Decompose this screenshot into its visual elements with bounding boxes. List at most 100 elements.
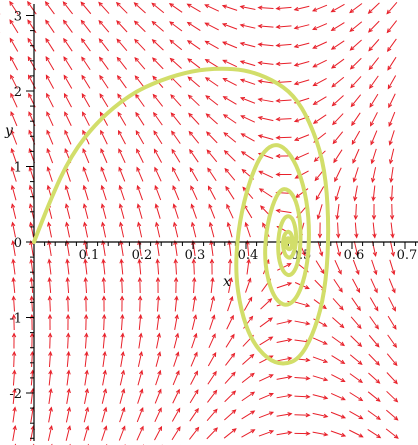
field-arrow [277, 263, 292, 271]
field-arrow [10, 111, 18, 127]
field-arrow [137, 276, 143, 294]
field-arrow [312, 41, 328, 49]
field-arrow [27, 0, 37, 15]
field-arrow [331, 95, 344, 107]
field-arrow [221, 4, 238, 11]
field-arrow [45, 37, 55, 52]
field-arrow [209, 239, 214, 256]
field-arrow [10, 92, 18, 108]
field-arrow [368, 353, 381, 366]
field-arrow [137, 295, 143, 312]
field-arrow [83, 258, 88, 275]
field-arrow [332, 317, 345, 329]
field-arrow [156, 332, 161, 349]
field-arrow [294, 376, 311, 381]
field-arrow [349, 57, 362, 70]
vector-field [0, 0, 399, 445]
field-arrow [258, 188, 273, 198]
field-arrow [209, 258, 215, 275]
field-arrow [389, 259, 396, 276]
field-arrow [312, 96, 327, 105]
field-arrow [386, 20, 398, 34]
field-arrow [388, 93, 396, 109]
field-arrow [118, 148, 126, 164]
field-arrow [258, 411, 275, 419]
field-arrow [64, 203, 71, 219]
field-arrow [352, 278, 361, 294]
field-arrow [276, 356, 293, 362]
field-arrow [12, 387, 17, 405]
field-arrow [369, 316, 379, 330]
field-arrow [81, 92, 91, 108]
field-arrow [210, 276, 215, 294]
field-arrow [227, 295, 234, 312]
field-arrow [225, 352, 236, 366]
y-tick-label: 1 [14, 161, 22, 176]
field-arrow [190, 185, 198, 201]
field-arrow [258, 430, 275, 437]
field-arrow [225, 333, 235, 348]
field-arrow [226, 314, 234, 330]
field-arrow [154, 221, 161, 238]
field-arrow [226, 221, 233, 238]
field-arrow [334, 185, 341, 202]
field-arrow [171, 148, 181, 163]
field-arrow [386, 372, 398, 385]
x-tick-labels: 0.1 0.2 0.3 0.4 0.5 0.6 0.7 [79, 248, 418, 263]
field-arrow [369, 93, 379, 108]
field-arrow [170, 94, 182, 107]
field-arrow [62, 1, 73, 15]
field-arrow [276, 412, 293, 417]
field-arrow [80, 19, 92, 33]
field-arrow [47, 221, 53, 238]
field-arrow [389, 185, 394, 202]
field-arrow [116, 56, 128, 70]
field-arrow [349, 3, 363, 14]
field-arrow [257, 115, 274, 122]
field-arrow [368, 372, 381, 384]
field-arrow [257, 23, 274, 29]
field-arrow [118, 166, 126, 182]
field-arrow [81, 56, 91, 71]
field-arrow [137, 351, 144, 367]
field-arrow [330, 3, 345, 13]
field-arrow [367, 429, 382, 439]
field-arrow [119, 276, 125, 294]
field-arrow [228, 277, 233, 293]
field-arrow [47, 239, 52, 256]
field-arrow [29, 276, 34, 294]
field-arrow [66, 350, 71, 368]
field-arrow [389, 167, 394, 184]
field-arrow [275, 135, 292, 140]
field-arrow [99, 93, 109, 108]
field-arrow [81, 74, 91, 89]
field-arrow [246, 258, 251, 275]
field-arrow [241, 372, 255, 383]
x-axis-label: x [223, 274, 231, 290]
field-arrow [155, 351, 162, 367]
field-arrow [119, 369, 126, 386]
field-arrow [80, 1, 92, 15]
field-arrow [227, 239, 232, 257]
field-arrow [99, 74, 109, 89]
field-arrow [45, 56, 55, 71]
field-arrow [82, 166, 90, 182]
field-arrow [353, 241, 360, 257]
field-arrow [63, 37, 73, 52]
field-arrow [354, 222, 359, 239]
field-arrow [189, 148, 199, 163]
field-arrow [312, 431, 329, 437]
field-arrow [83, 276, 88, 294]
field-arrow [153, 130, 163, 145]
field-arrow [294, 320, 311, 326]
field-arrow [120, 350, 125, 367]
field-arrow [118, 221, 125, 238]
field-arrow [136, 406, 144, 423]
field-arrow [189, 389, 199, 404]
field-arrow [120, 332, 125, 349]
field-arrow [370, 130, 378, 146]
field-arrow [370, 112, 378, 127]
field-arrow [315, 260, 325, 275]
field-arrow [204, 40, 219, 50]
field-arrow [190, 203, 197, 219]
